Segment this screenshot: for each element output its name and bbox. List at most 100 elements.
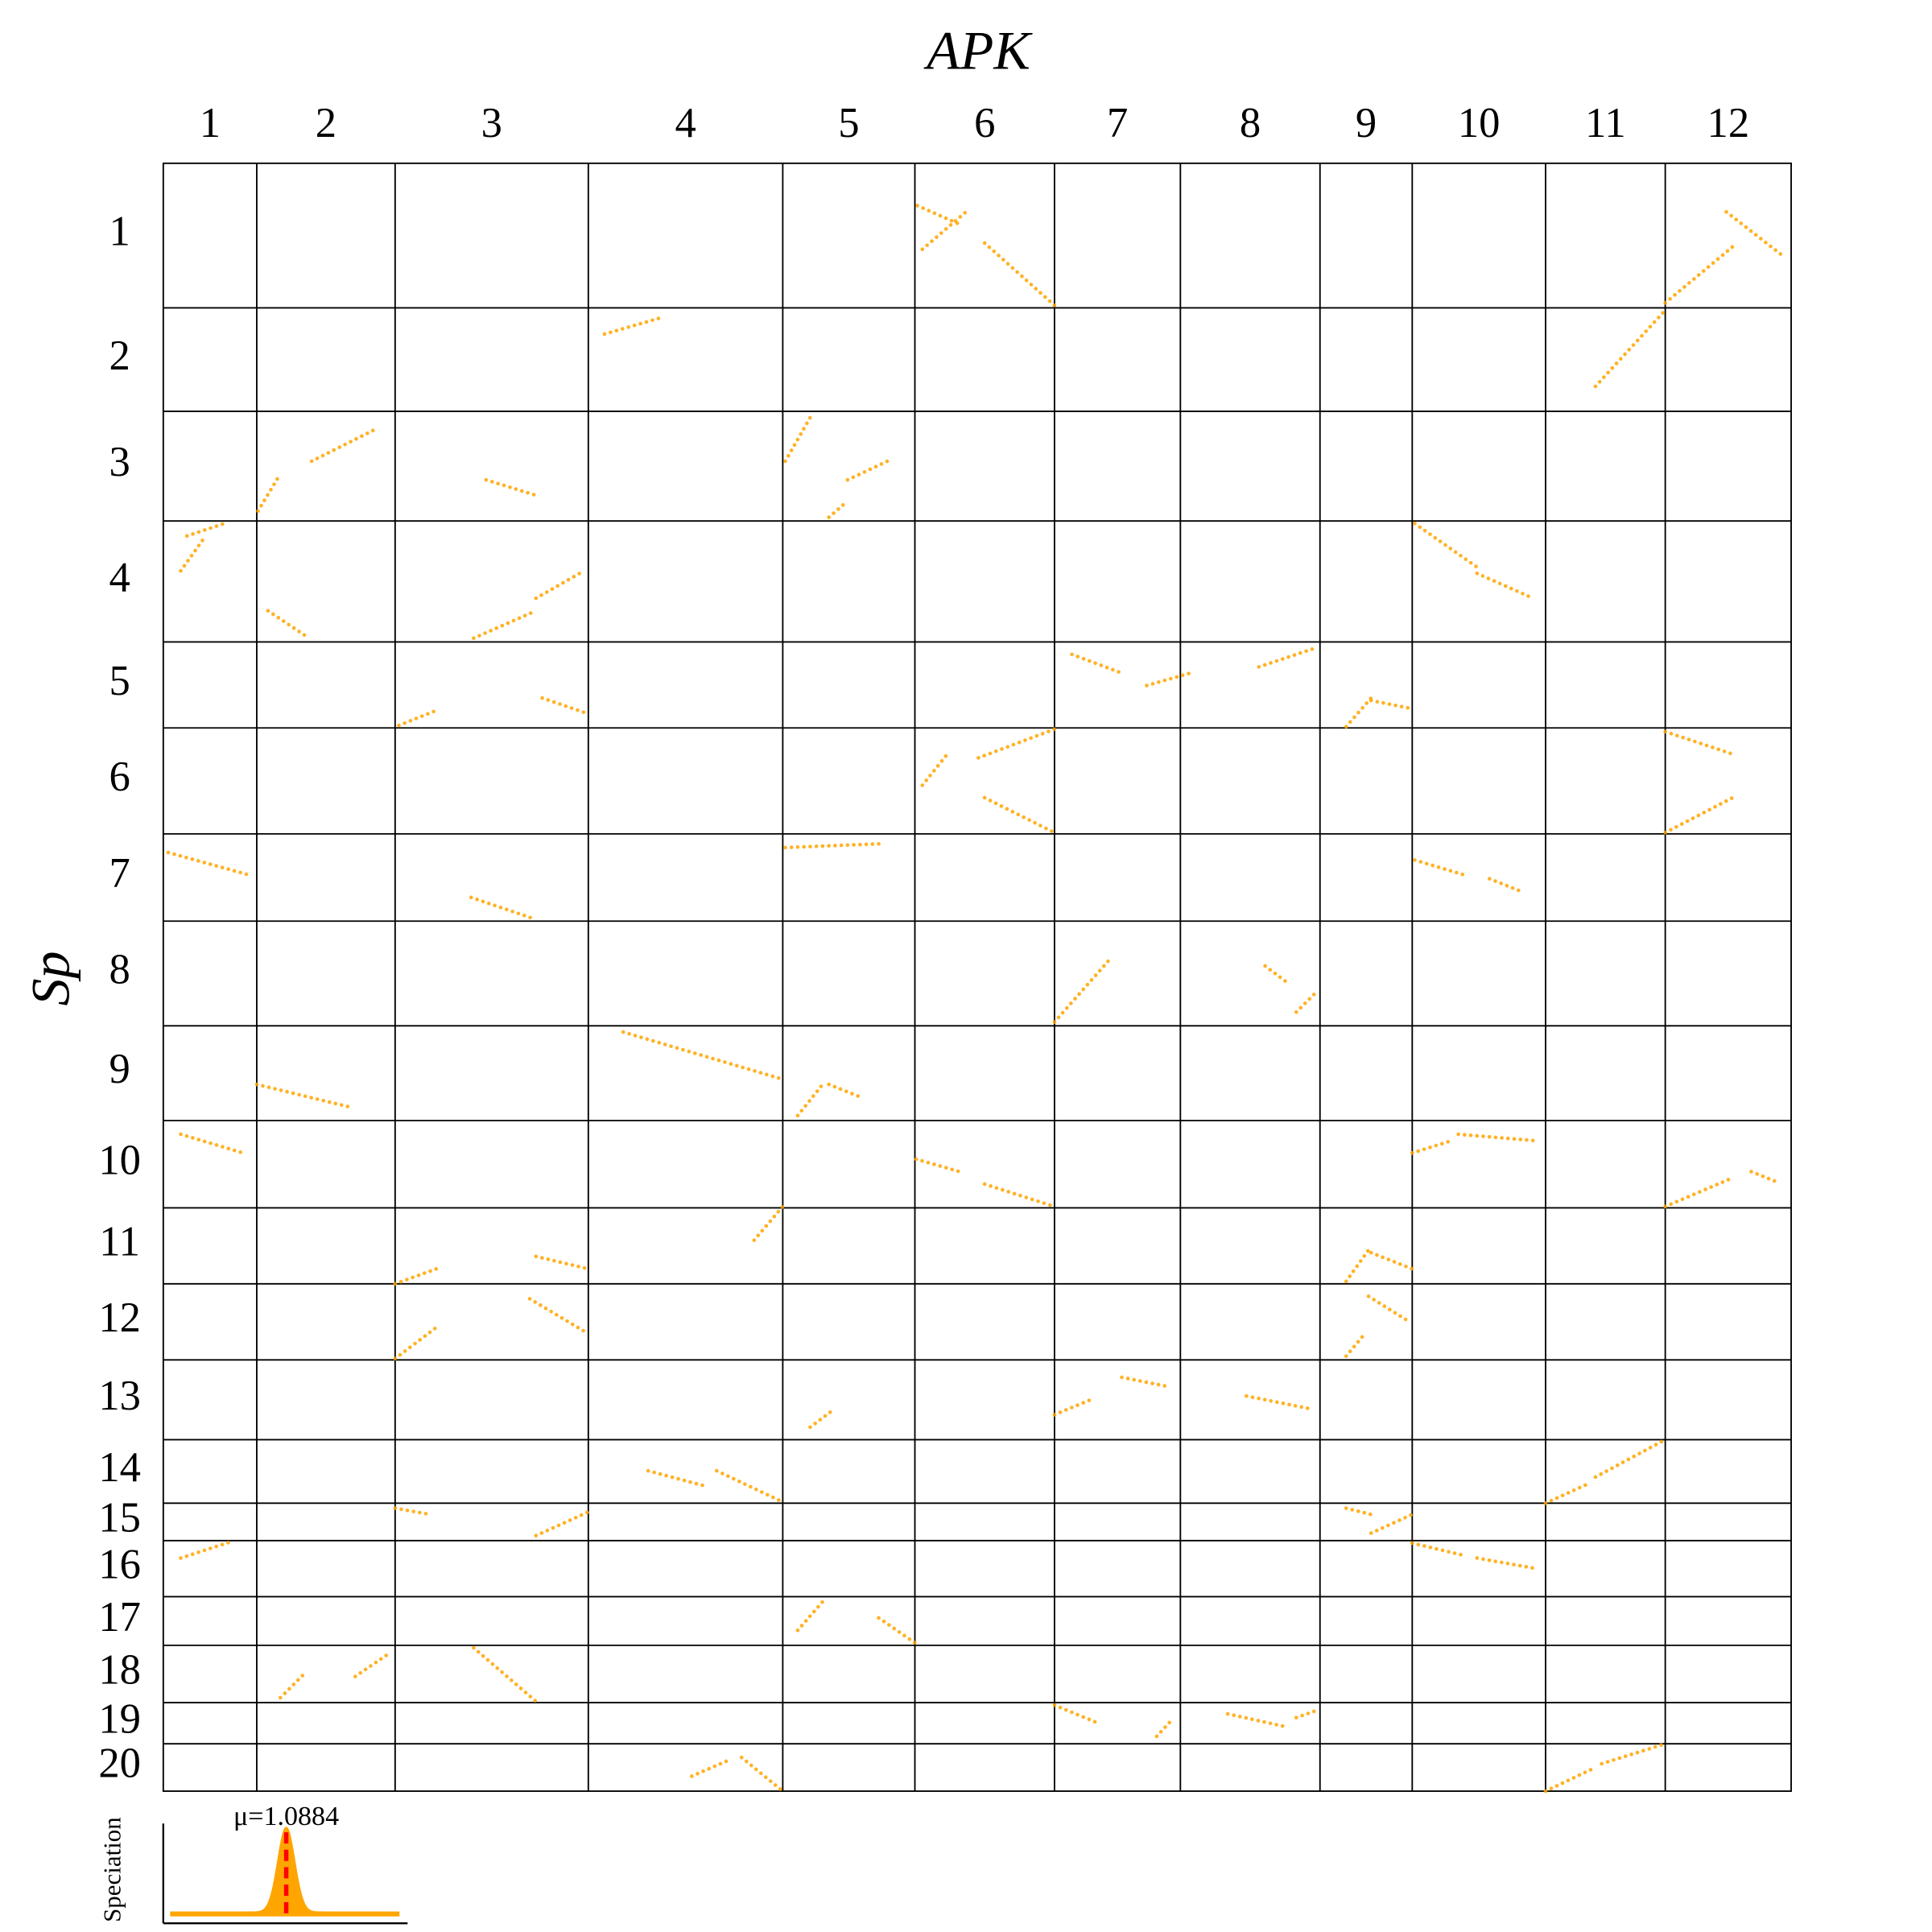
synteny-block [646,1468,707,1488]
synteny-block [1410,1541,1467,1558]
y-chromosome-label: 9 [109,1046,130,1092]
synteny-block [1154,1718,1174,1739]
y-chromosome-label: 1 [109,208,130,255]
synteny-block [179,534,208,573]
synteny-block [982,241,1057,308]
y-chromosome-label: 6 [109,753,130,800]
synteny-block [1052,1703,1099,1725]
y-chromosome-label: 17 [98,1594,141,1641]
synteny-block [472,609,539,641]
synteny-block [393,1506,432,1517]
synteny-block [534,1254,591,1271]
synteny-block [752,1204,785,1242]
x-chromosome-label: 2 [316,100,336,147]
synteny-block [827,499,850,519]
synteny-block [1663,795,1735,835]
synteny-block [469,895,536,921]
synteny-block [1052,1397,1093,1417]
synteny-block [827,1082,862,1099]
y-chromosome-label: 13 [98,1373,141,1419]
synteny-block [1543,1481,1591,1505]
synteny-block [256,472,283,514]
synteny-block [602,316,663,336]
synteny-block [1724,209,1785,258]
synteny-block [1488,877,1523,894]
synteny-block [393,1325,439,1361]
synteny-block [690,1758,732,1778]
y-chromosome-label: 18 [98,1647,141,1694]
synteny-block [1456,1132,1535,1143]
synteny-block [397,708,439,728]
x-chromosome-label: 11 [1585,100,1626,147]
x-chromosome-label: 10 [1458,100,1501,147]
synteny-block [179,1132,246,1155]
y-chromosome-label: 4 [109,554,130,601]
ks-label: Speciation [98,1817,126,1922]
y-chromosome-label: 15 [98,1495,141,1542]
synteny-block [877,1616,917,1645]
synteny-block [1410,1138,1455,1155]
x-chromosome-label: 1 [200,100,221,147]
ks-mean-label: μ=1.0884 [233,1802,339,1831]
synteny-block [1543,1765,1598,1794]
synteny-block [266,609,312,641]
y-chromosome-label: 14 [98,1444,141,1491]
x-chromosome-label: 6 [974,100,995,147]
synteny-block [1749,1170,1778,1184]
synteny-block [1368,1250,1414,1271]
synteny-block [1663,245,1735,305]
plot-frame [162,162,1792,1792]
synteny-block [1593,1438,1667,1480]
x-chromosome-label: 7 [1107,100,1128,147]
synteny-block [1145,671,1193,687]
synteny-block [1070,652,1124,675]
synteny-block [1263,964,1292,987]
synteny-block [534,571,582,601]
synteny-block [808,1406,837,1430]
synteny-block [1257,646,1317,669]
x-chromosome-label: 9 [1356,100,1377,147]
synteny-block [1368,1512,1414,1535]
synteny-block [184,521,227,539]
synteny-block [739,1755,785,1794]
y-chromosome-label: 8 [109,946,130,993]
y-chromosome-label: 19 [98,1696,141,1743]
x-chromosome-label: 12 [1707,100,1750,147]
synteny-block [1366,1294,1410,1323]
synteny-block [484,477,541,498]
y-chromosome-label: 12 [98,1294,141,1341]
synteny-block [179,1540,233,1560]
chart-title: APK [923,19,1033,80]
synteny-block [1245,1393,1311,1410]
x-chromosome-label: 8 [1240,100,1261,147]
synteny-block [527,1297,591,1336]
synteny-block [920,752,950,787]
synteny-block [1344,696,1373,729]
x-chromosome-label: 4 [675,100,696,147]
synteny-block [534,1509,591,1538]
synteny-block [783,415,812,464]
synteny-block [621,1030,782,1080]
y-chromosome-label: 7 [109,850,130,897]
synteny-block [279,1670,308,1700]
y-chromosome-label: 16 [98,1542,141,1588]
synteny-block [845,459,890,482]
synteny-block [1475,571,1535,601]
synteny-block [1120,1375,1168,1389]
x-chromosome-label: 5 [838,100,859,147]
synteny-block [1225,1711,1286,1728]
y-axis-label: Sp [19,951,80,1005]
synteny-block [1663,729,1735,757]
synteny-block [1413,858,1467,877]
synteny-block [795,1082,825,1118]
y-chromosome-label: 5 [109,658,130,704]
synteny-block [1368,698,1410,710]
synteny-block [1294,1708,1319,1719]
synteny-block [1475,1556,1535,1571]
synteny-block [1294,989,1319,1014]
synteny-block [1600,1741,1667,1766]
y-chromosome-label: 11 [99,1219,140,1265]
synteny-block [982,1182,1057,1209]
synteny-block [1413,521,1480,569]
